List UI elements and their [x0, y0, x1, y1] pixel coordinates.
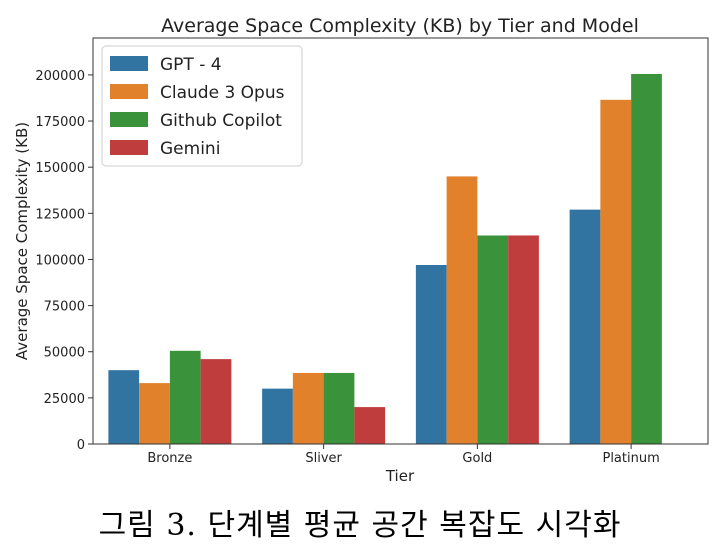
x-tick-label: Sliver: [305, 451, 342, 466]
bar-gold-1: [446, 176, 478, 444]
y-tick-label: 175000: [35, 115, 85, 130]
y-tick-label: 75000: [44, 300, 85, 315]
legend-swatch: [110, 112, 148, 127]
bar-sliver-0: [262, 388, 293, 444]
bar-bronze-1: [139, 383, 170, 444]
y-tick-label: 200000: [35, 69, 85, 84]
y-axis-label: Average Space Complexity (KB): [13, 122, 31, 360]
legend-label: GPT - 4: [160, 55, 222, 75]
y-tick-label: 0: [77, 438, 85, 453]
bar-sliver-2: [323, 372, 355, 444]
legend-swatch: [110, 56, 148, 71]
y-tick-label: 25000: [44, 392, 85, 407]
y-tick-label: 100000: [35, 253, 85, 268]
bar-sliver-3: [354, 407, 386, 444]
legend: GPT - 4 Claude 3 Opus Github Copilot Gemini: [101, 45, 303, 167]
legend-swatch: [110, 84, 148, 99]
x-tick-label: Gold: [462, 451, 492, 466]
legend-label: Gemini: [160, 139, 220, 159]
bars-group: [108, 73, 662, 445]
y-axis-ticks: 0 25000 50000 75000 100000 125000 150000 175000…: [35, 69, 93, 453]
bar-chart: Average Space Complexity (KB) by Tier an…: [13, 15, 709, 485]
legend-label: Github Copilot: [160, 111, 282, 131]
bar-platinum-1: [600, 99, 632, 444]
chart-title: Average Space Complexity (KB) by Tier an…: [161, 15, 639, 37]
bar-sliver-1: [292, 372, 324, 444]
y-tick-label: 50000: [44, 346, 85, 361]
legend-swatch: [110, 140, 148, 155]
x-tick-label: Bronze: [147, 451, 192, 466]
x-tick-label: Platinum: [602, 451, 659, 466]
bar-gold-3: [508, 235, 539, 444]
y-tick-label: 125000: [35, 207, 85, 222]
x-axis-ticks: Bronze Sliver Gold Platinum: [147, 444, 660, 466]
bar-bronze-3: [200, 359, 232, 444]
y-tick-label: 150000: [35, 161, 85, 176]
legend-frame: [101, 45, 303, 167]
bar-bronze-0: [108, 370, 140, 444]
bar-platinum-2: [631, 73, 662, 445]
bar-gold-0: [415, 264, 447, 444]
bar-bronze-2: [169, 350, 201, 444]
legend-label: Claude 3 Opus: [160, 83, 285, 103]
bar-gold-2: [477, 235, 509, 444]
bar-platinum-0: [569, 209, 601, 444]
figure-caption: 그림 3. 단계별 평균 공간 복잡도 시각화: [98, 508, 622, 543]
x-axis-label: Tier: [385, 467, 415, 485]
plot-area-frame: [92, 37, 709, 445]
